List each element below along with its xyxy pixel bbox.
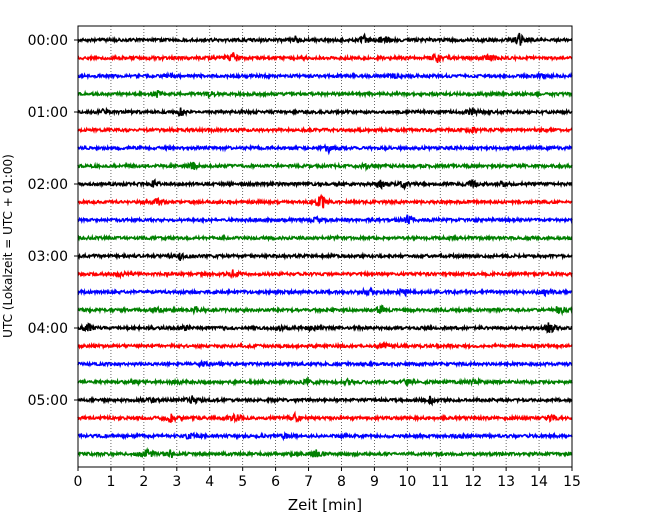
y-tick-label: 00:00 — [28, 33, 68, 49]
x-tick-label: 11 — [431, 474, 449, 490]
x-tick-label: 1 — [106, 474, 115, 490]
seismic-trace — [77, 125, 573, 135]
seismic-trace — [77, 375, 573, 387]
seismic-trace — [77, 32, 573, 46]
seismic-trace — [77, 143, 573, 156]
x-tick-label: 4 — [205, 474, 214, 490]
y-tick-label: 02:00 — [28, 177, 68, 193]
seismic-trace — [77, 71, 573, 81]
x-tick-label: 12 — [464, 474, 482, 490]
seismic-trace — [77, 395, 573, 407]
x-axis-label: Zeit [min] — [288, 496, 362, 514]
seismic-trace — [77, 178, 573, 191]
seismic-trace — [77, 410, 573, 424]
seismic-trace — [77, 269, 573, 280]
x-tick-label: 13 — [497, 474, 515, 490]
x-tick-label: 15 — [563, 474, 581, 490]
seismic-trace — [77, 161, 573, 172]
y-tick-label: 03:00 — [28, 249, 68, 265]
plot-frame — [77, 25, 573, 468]
x-tick-label: 7 — [304, 474, 313, 490]
y-axis-ticks: 00:00 01:00 02:00 03:00 04:00 05:00 — [28, 33, 78, 409]
seismic-trace — [77, 193, 573, 209]
seismic-trace — [77, 89, 573, 100]
seismic-trace — [77, 233, 573, 243]
seismic-trace — [77, 251, 573, 262]
seismic-trace — [77, 359, 573, 369]
y-tick-label: 01:00 — [28, 105, 68, 121]
seismic-trace — [77, 431, 573, 442]
y-tick-label: 05:00 — [28, 393, 68, 409]
seismic-trace — [77, 286, 573, 298]
x-tick-label: 8 — [337, 474, 346, 490]
seismic-trace — [77, 304, 573, 317]
x-tick-label: 2 — [139, 474, 148, 490]
seismic-trace — [77, 106, 573, 118]
x-tick-label: 3 — [172, 474, 181, 490]
x-tick-label: 10 — [398, 474, 416, 490]
seismic-trace — [77, 214, 573, 225]
seismic-trace — [77, 447, 573, 459]
x-tick-label: 9 — [370, 474, 379, 490]
seismic-trace — [77, 340, 573, 351]
trace-group — [77, 32, 573, 459]
x-tick-label: 6 — [271, 474, 280, 490]
x-tick-label: 0 — [74, 474, 83, 490]
seismic-trace — [77, 52, 573, 63]
x-axis-ticks: 0 1 2 3 4 5 6 7 8 9 10 11 12 13 14 15 — [74, 467, 581, 490]
x-tick-label: 14 — [530, 474, 548, 490]
x-tick-label: 5 — [238, 474, 247, 490]
seismic-trace — [77, 322, 573, 334]
y-tick-label: 04:00 — [28, 321, 68, 337]
y-axis-label: UTC (Lokalzeit = UTC + 01:00) — [1, 154, 15, 338]
